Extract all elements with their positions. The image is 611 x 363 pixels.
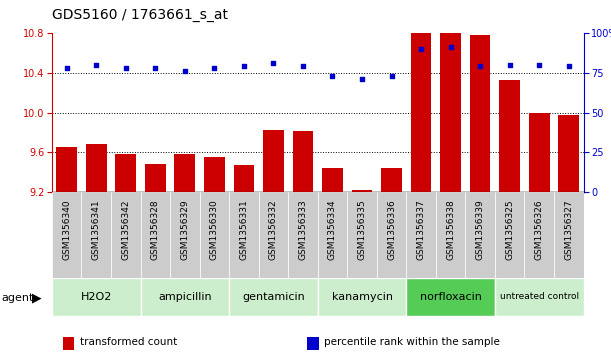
- Bar: [229, 278, 318, 316]
- Bar: [411, 33, 431, 192]
- Bar: [86, 144, 106, 192]
- Text: ▶: ▶: [32, 292, 42, 305]
- Text: GSM1356333: GSM1356333: [298, 199, 307, 260]
- Bar: [62, 337, 75, 350]
- Text: GSM1356338: GSM1356338: [446, 199, 455, 260]
- Point: [239, 63, 249, 69]
- Point: [445, 44, 455, 50]
- Bar: [381, 168, 402, 192]
- Text: GSM1356337: GSM1356337: [417, 199, 426, 260]
- Text: GSM1356325: GSM1356325: [505, 199, 514, 260]
- Bar: [56, 147, 77, 192]
- Text: GSM1356335: GSM1356335: [357, 199, 367, 260]
- Text: agent: agent: [1, 293, 34, 303]
- Bar: [441, 33, 461, 192]
- Bar: [406, 192, 436, 278]
- Bar: [495, 278, 584, 316]
- Text: untreated control: untreated control: [500, 292, 579, 301]
- Bar: [307, 337, 319, 350]
- Bar: [318, 192, 347, 278]
- Text: GSM1356339: GSM1356339: [475, 199, 485, 260]
- Text: transformed count: transformed count: [79, 337, 177, 347]
- Text: kanamycin: kanamycin: [332, 292, 392, 302]
- Text: GSM1356332: GSM1356332: [269, 199, 278, 260]
- Point: [505, 62, 514, 68]
- Point: [150, 65, 160, 71]
- Bar: [145, 164, 166, 192]
- Text: ampicillin: ampicillin: [158, 292, 211, 302]
- Point: [564, 63, 574, 69]
- Bar: [495, 192, 524, 278]
- Bar: [229, 192, 258, 278]
- Text: gentamicin: gentamicin: [242, 292, 305, 302]
- Text: GSM1356327: GSM1356327: [564, 199, 573, 260]
- Bar: [288, 192, 318, 278]
- Bar: [233, 166, 254, 192]
- Text: GSM1356328: GSM1356328: [151, 199, 160, 260]
- Point: [298, 63, 308, 69]
- Text: GSM1356341: GSM1356341: [92, 199, 101, 260]
- Point: [268, 60, 278, 66]
- Bar: [263, 130, 284, 192]
- Bar: [322, 168, 343, 192]
- Bar: [81, 192, 111, 278]
- Point: [416, 46, 426, 52]
- Bar: [352, 190, 372, 192]
- Bar: [141, 278, 229, 316]
- Point: [475, 63, 485, 69]
- Text: percentile rank within the sample: percentile rank within the sample: [324, 337, 500, 347]
- Bar: [466, 192, 495, 278]
- Bar: [141, 192, 170, 278]
- Bar: [52, 278, 141, 316]
- Bar: [347, 192, 377, 278]
- Bar: [470, 35, 491, 192]
- Bar: [204, 158, 225, 192]
- Point: [357, 76, 367, 82]
- Text: GSM1356330: GSM1356330: [210, 199, 219, 260]
- Point: [62, 65, 71, 71]
- Bar: [115, 154, 136, 192]
- Bar: [52, 192, 81, 278]
- Text: GSM1356342: GSM1356342: [121, 199, 130, 260]
- Point: [387, 73, 397, 79]
- Text: norfloxacin: norfloxacin: [420, 292, 481, 302]
- Bar: [258, 192, 288, 278]
- Bar: [200, 192, 229, 278]
- Text: GSM1356340: GSM1356340: [62, 199, 71, 260]
- Bar: [377, 192, 406, 278]
- Text: GSM1356334: GSM1356334: [328, 199, 337, 260]
- Point: [210, 65, 219, 71]
- Point: [534, 62, 544, 68]
- Bar: [111, 192, 141, 278]
- Point: [327, 73, 337, 79]
- Bar: [558, 114, 579, 192]
- Text: GDS5160 / 1763661_s_at: GDS5160 / 1763661_s_at: [52, 8, 228, 22]
- Bar: [529, 113, 549, 192]
- Point: [121, 65, 131, 71]
- Bar: [293, 131, 313, 192]
- Text: GSM1356326: GSM1356326: [535, 199, 544, 260]
- Bar: [175, 154, 195, 192]
- Text: GSM1356336: GSM1356336: [387, 199, 396, 260]
- Text: H2O2: H2O2: [81, 292, 112, 302]
- Bar: [436, 192, 466, 278]
- Bar: [318, 278, 406, 316]
- Bar: [524, 192, 554, 278]
- Bar: [499, 79, 520, 192]
- Text: GSM1356329: GSM1356329: [180, 199, 189, 260]
- Text: GSM1356331: GSM1356331: [240, 199, 249, 260]
- Bar: [406, 278, 495, 316]
- Bar: [554, 192, 584, 278]
- Bar: [170, 192, 200, 278]
- Point: [180, 68, 189, 74]
- Point: [92, 62, 101, 68]
